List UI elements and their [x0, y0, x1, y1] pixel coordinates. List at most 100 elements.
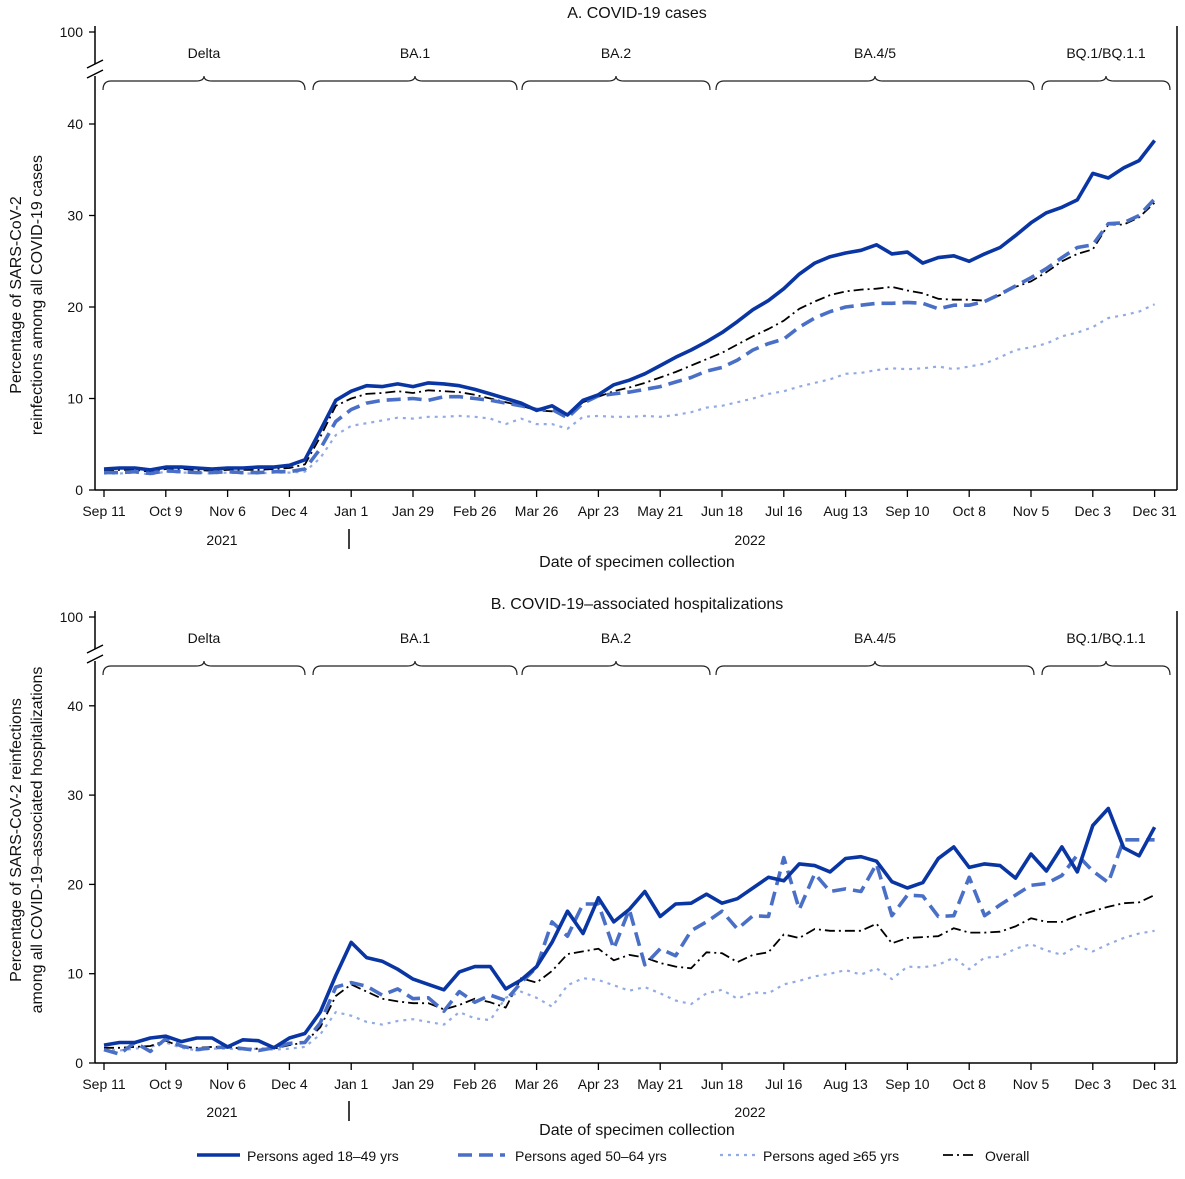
- variant-period-label: BA.4/5: [854, 45, 896, 61]
- x-tick-label: Jan 1: [334, 503, 368, 519]
- x-tick-label: Nov 6: [209, 1076, 246, 1092]
- x-tick-label: Dec 31: [1132, 1076, 1177, 1092]
- x-tick-label: Dec 31: [1132, 503, 1177, 519]
- variant-period-bracket: [1041, 660, 1171, 676]
- x-tick-label: Dec 4: [271, 503, 308, 519]
- x-tick-label: Apr 23: [578, 503, 619, 519]
- year-label-2022: 2022: [734, 1104, 765, 1120]
- x-tick-label: Jan 29: [392, 1076, 434, 1092]
- y-tick-label: 100: [60, 24, 84, 40]
- x-tick-label: Dec 4: [271, 1076, 308, 1092]
- variant-period-bracket: [102, 75, 306, 91]
- y-tick-label: 30: [67, 208, 83, 224]
- series-line-50-64: [103, 837, 1155, 1056]
- x-tick-label: Jun 18: [701, 1076, 743, 1092]
- x-tick-label: Jul 16: [765, 1076, 803, 1092]
- variant-period-label: Delta: [188, 45, 221, 61]
- chart-title: A. COVID-19 cases: [567, 5, 707, 22]
- x-tick-label: Nov 6: [209, 503, 246, 519]
- variant-period-label: BA.2: [601, 630, 632, 646]
- series-line-65plus: [104, 303, 1156, 476]
- x-tick-label: Jul 16: [765, 503, 803, 519]
- legend-label: Overall: [985, 1148, 1029, 1164]
- y-tick-label: 0: [75, 482, 83, 498]
- legend-item-50-64: Persons aged 50–64 yrs: [458, 1148, 667, 1164]
- x-axis-title: Date of specimen collection: [539, 554, 735, 571]
- variant-period-bracket: [715, 75, 1035, 91]
- variant-period-bracket: [312, 660, 518, 676]
- legend-label: Persons aged ≥65 yrs: [763, 1148, 899, 1164]
- variant-period-label: BQ.1/BQ.1.1: [1066, 45, 1146, 61]
- x-tick-label: Mar 26: [515, 1076, 559, 1092]
- x-tick-label: Oct 8: [952, 1076, 986, 1092]
- x-tick-label: May 21: [637, 1076, 683, 1092]
- x-tick-label: Oct 9: [149, 503, 183, 519]
- series-line-65plus: [103, 929, 1155, 1052]
- variant-period-bracket: [102, 660, 306, 676]
- x-tick-label: Dec 3: [1075, 1076, 1112, 1092]
- variant-period-label: BA.1: [400, 45, 431, 61]
- variant-period-bracket: [521, 75, 711, 91]
- x-tick-label: Oct 8: [952, 503, 986, 519]
- series-line-50-64: [104, 197, 1156, 476]
- series-line-18-49: [103, 139, 1157, 472]
- legend-label: Persons aged 18–49 yrs: [247, 1148, 399, 1164]
- y-axis-title-line-2: reinfections among all COVID-19 cases: [29, 155, 46, 435]
- x-tick-label: Nov 5: [1013, 1076, 1050, 1092]
- x-tick-label: Sep 10: [885, 1076, 930, 1092]
- x-tick-label: Jan 1: [334, 1076, 368, 1092]
- x-tick-label: Sep 10: [885, 503, 930, 519]
- series-line-18-49: [103, 806, 1157, 1050]
- y-tick-label: 40: [67, 698, 83, 714]
- x-tick-label: Mar 26: [515, 503, 559, 519]
- variant-period-label: BQ.1/BQ.1.1: [1066, 630, 1146, 646]
- y-tick-label: 0: [75, 1055, 83, 1071]
- year-label-2021: 2021: [206, 532, 237, 548]
- axis-break-mark: [86, 59, 104, 79]
- x-tick-label: Feb 26: [453, 1076, 497, 1092]
- legend-label: Persons aged 50–64 yrs: [515, 1148, 667, 1164]
- variant-period-bracket: [521, 660, 711, 676]
- y-tick-label: 20: [67, 876, 83, 892]
- y-axis-title-line-1: Percentage of SARS-CoV-2: [8, 196, 25, 394]
- y-tick-label: 10: [67, 391, 83, 407]
- x-tick-label: Dec 3: [1075, 503, 1112, 519]
- x-tick-label: Feb 26: [453, 503, 497, 519]
- legend: Persons aged 18–49 yrs Persons aged 50–64…: [197, 1148, 1029, 1164]
- y-tick-label: 100: [60, 609, 84, 625]
- y-tick-label: 40: [67, 116, 83, 132]
- variant-period-label: BA.2: [601, 45, 632, 61]
- panel-a-cases: A. COVID-19 cases 0 10 20 30 40 100 Sep 11 Oct 9…: [8, 5, 1178, 571]
- series-line-overall: [104, 894, 1155, 1050]
- x-tick-label: Oct 9: [149, 1076, 183, 1092]
- variant-period-label: BA.4/5: [854, 630, 896, 646]
- legend-item-65plus: Persons aged ≥65 yrs: [720, 1148, 899, 1164]
- y-tick-label: 20: [67, 299, 83, 315]
- y-tick-label: 30: [67, 787, 83, 803]
- legend-item-18-49: Persons aged 18–49 yrs: [197, 1148, 399, 1164]
- axis-break-mark: [86, 644, 104, 664]
- x-tick-label: Sep 11: [82, 1076, 126, 1092]
- x-tick-label: Jun 18: [701, 503, 743, 519]
- x-tick-label: Jan 29: [392, 503, 434, 519]
- variant-period-label: BA.1: [400, 630, 431, 646]
- year-label-2022: 2022: [734, 532, 765, 548]
- x-tick-label: Nov 5: [1013, 503, 1050, 519]
- x-tick-label: May 21: [637, 503, 683, 519]
- variant-period-bracket: [312, 75, 518, 91]
- x-tick-label: Sep 11: [82, 503, 126, 519]
- x-tick-label: Aug 13: [823, 1076, 868, 1092]
- y-axis-title-line-2: among all COVID-19–associated hospitaliz…: [29, 667, 46, 1014]
- variant-period-label: Delta: [188, 630, 221, 646]
- variant-period-bracket: [715, 660, 1035, 676]
- panel-b-hospitalizations: B. COVID-19–associated hospitalizations 0…: [8, 596, 1178, 1139]
- y-axis-title-line-1: Percentage of SARS-CoV-2 reinfections: [8, 698, 25, 982]
- year-label-2021: 2021: [206, 1104, 237, 1120]
- legend-item-overall: Overall: [943, 1148, 1029, 1164]
- series-line-overall: [103, 202, 1156, 473]
- x-axis-title: Date of specimen collection: [539, 1122, 735, 1139]
- x-tick-label: Apr 23: [578, 1076, 619, 1092]
- variant-period-bracket: [1041, 75, 1171, 91]
- chart-title: B. COVID-19–associated hospitalizations: [491, 596, 784, 613]
